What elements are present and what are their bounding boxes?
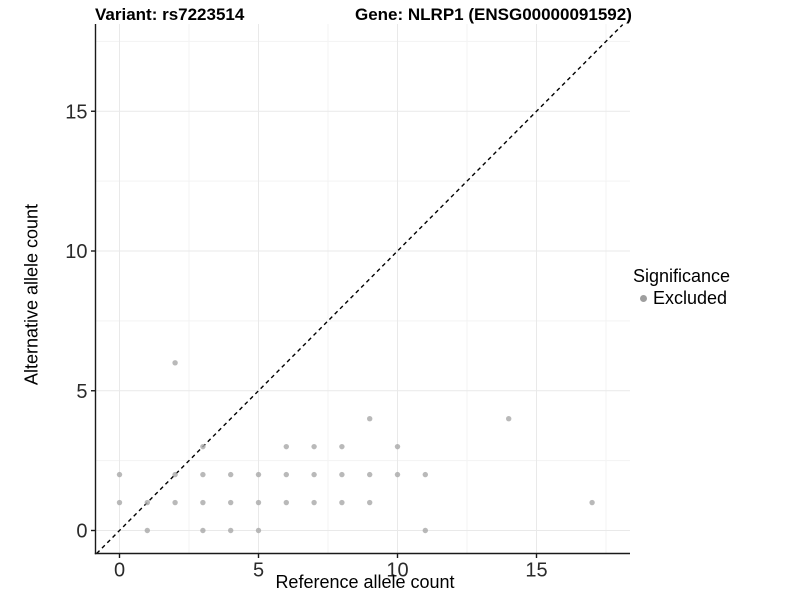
data-point bbox=[589, 499, 595, 506]
data-point bbox=[283, 443, 289, 450]
data-point bbox=[255, 471, 262, 478]
excluded-point-icon bbox=[640, 295, 647, 302]
y-tick-label: 10 bbox=[65, 241, 87, 263]
data-point bbox=[172, 499, 178, 506]
data-point bbox=[339, 443, 345, 450]
variant-title: Variant: rs7223514 bbox=[95, 5, 245, 24]
data-point bbox=[228, 499, 234, 506]
data-point bbox=[228, 527, 234, 534]
y-axis-title: Alternative allele count bbox=[21, 203, 42, 386]
y-tick-label: 15 bbox=[65, 101, 87, 123]
data-point bbox=[172, 360, 178, 366]
data-point bbox=[283, 471, 289, 478]
data-point bbox=[283, 499, 289, 506]
legend-item-excluded: Excluded bbox=[633, 288, 730, 309]
data-point bbox=[255, 527, 262, 534]
x-axis-title: Reference allele count bbox=[275, 572, 455, 592]
y-tick-label: 5 bbox=[76, 381, 87, 403]
x-tick-label: 10 bbox=[386, 560, 408, 582]
data-point bbox=[228, 471, 234, 478]
data-point bbox=[367, 471, 373, 478]
data-point bbox=[422, 471, 428, 478]
data-point bbox=[144, 499, 150, 506]
data-point bbox=[200, 499, 206, 506]
data-point bbox=[116, 471, 123, 478]
gene-title: Gene: NLRP1 (ENSG00000091592) bbox=[355, 5, 632, 24]
data-point bbox=[116, 499, 123, 506]
data-point bbox=[255, 499, 262, 506]
data-point bbox=[367, 416, 373, 422]
data-point bbox=[506, 416, 512, 422]
data-point bbox=[339, 499, 345, 506]
data-point bbox=[200, 471, 206, 478]
x-tick-label: 0 bbox=[114, 560, 125, 582]
data-point bbox=[200, 443, 206, 450]
data-point bbox=[311, 471, 317, 478]
data-point bbox=[311, 443, 317, 450]
data-point bbox=[339, 471, 345, 478]
data-point bbox=[172, 471, 178, 478]
data-point bbox=[394, 471, 401, 478]
legend-title: Significance bbox=[633, 266, 731, 286]
data-point bbox=[311, 499, 317, 506]
y-tick-label: 0 bbox=[76, 521, 87, 543]
data-point bbox=[367, 499, 373, 506]
legend-item-label: Excluded bbox=[653, 288, 728, 308]
data-point bbox=[394, 443, 401, 450]
data-point bbox=[144, 527, 150, 534]
legend: Significance Excluded bbox=[633, 266, 730, 309]
x-tick-label: 5 bbox=[253, 560, 264, 582]
data-point bbox=[200, 527, 206, 534]
data-point bbox=[422, 527, 428, 534]
x-tick-label: 15 bbox=[525, 560, 547, 582]
